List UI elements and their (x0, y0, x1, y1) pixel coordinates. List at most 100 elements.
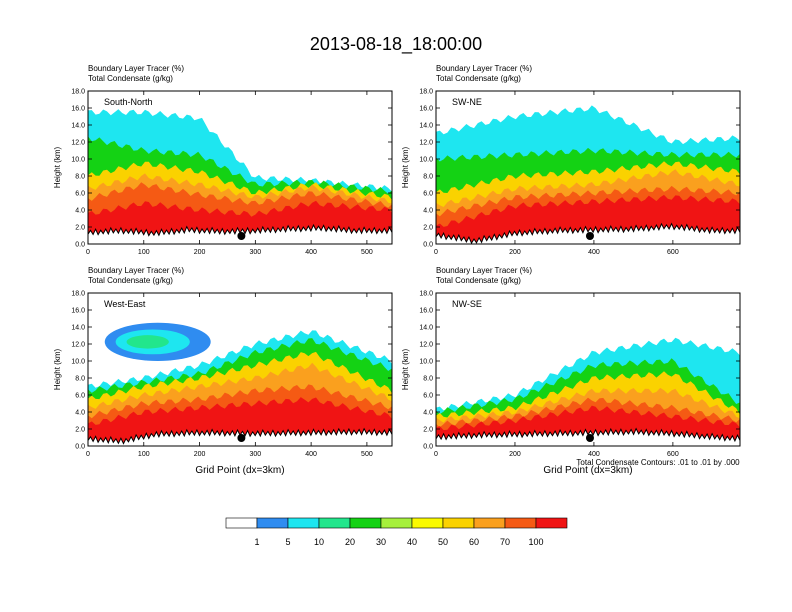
terrain-line (436, 222, 740, 244)
x-tick-label: 100 (138, 451, 150, 458)
colorbar-swatch (442, 517, 475, 529)
x-tick-label: 200 (194, 451, 206, 458)
y-tick-label: 12.0 (419, 140, 433, 147)
panel-sw-ne: 0.0 2.0 4.0 6.0 8.0 10.0 12.0 14.0 16.0 18.0 0 200 4… (401, 64, 741, 256)
panel-title-condensate: Total Condensate (g/kg) (88, 74, 173, 83)
y-tick-label: 2.0 (423, 225, 433, 232)
colorbar-swatch (225, 517, 258, 529)
x-tick-label: 300 (249, 249, 261, 256)
colorbar-swatch (504, 517, 537, 529)
colorbar-swatch (349, 517, 382, 529)
panel-label: South-North (104, 97, 153, 107)
y-tick-label: 0.0 (75, 242, 85, 249)
y-tick-label: 4.0 (75, 410, 85, 417)
y-tick-label: 10.0 (419, 157, 433, 164)
panel-title-tracer: Boundary Layer Tracer (%) (88, 64, 184, 73)
y-tick-label: 12.0 (419, 342, 433, 349)
panel-title-condensate: Total Condensate (g/kg) (436, 74, 521, 83)
y-tick-label: 6.0 (75, 393, 85, 400)
y-tick-label: 6.0 (423, 393, 433, 400)
x-tick-label: 200 (509, 249, 521, 256)
location-marker (585, 232, 594, 240)
colorbar-label: 30 (376, 537, 386, 547)
cloud-blob-inner (126, 335, 169, 349)
panel-label: SW-NE (452, 97, 482, 107)
y-tick-label: 16.0 (419, 308, 433, 315)
panel-title-tracer: Boundary Layer Tracer (%) (436, 266, 532, 275)
colorbar-label: 5 (285, 537, 290, 547)
plot-frame (435, 292, 741, 447)
x-tick-label: 500 (361, 451, 373, 458)
y-tick-label: 8.0 (423, 376, 433, 383)
colorbar: 1 5 10 20 30 40 50 60 70 100 (225, 517, 568, 547)
x-tick-label: 600 (667, 451, 679, 458)
y-axis-label: Height (km) (401, 348, 410, 390)
x-tick-label: 500 (361, 249, 373, 256)
colorbar-swatch (318, 517, 351, 529)
location-marker (237, 434, 246, 442)
y-tick-label: 8.0 (75, 174, 85, 181)
x-tick-label: 400 (305, 451, 317, 458)
y-tick-label: 8.0 (75, 376, 85, 383)
colorbar-label: 70 (500, 537, 510, 547)
colorbar-label: 10 (314, 537, 324, 547)
x-tick-label: 400 (588, 249, 600, 256)
colorbar-swatch (535, 517, 568, 529)
y-tick-label: 10.0 (71, 157, 85, 164)
y-tick-label: 18.0 (71, 89, 85, 96)
y-tick-label: 12.0 (71, 342, 85, 349)
y-tick-label: 14.0 (419, 123, 433, 130)
panel-west-east: 0.0 2.0 4.0 6.0 8.0 10.0 12.0 14.0 16.0 18.0 0 100 2… (53, 266, 393, 476)
y-axis-label: Height (km) (53, 146, 62, 188)
y-tick-label: 2.0 (423, 427, 433, 434)
y-tick-label: 16.0 (71, 308, 85, 315)
y-tick-label: 6.0 (423, 191, 433, 198)
y-tick-label: 6.0 (75, 191, 85, 198)
x-tick-label: 100 (138, 249, 150, 256)
x-axis-label: Grid Point (dx=3km) (543, 465, 632, 476)
colorbar-swatch (411, 517, 444, 529)
colorbar-label: 50 (438, 537, 448, 547)
colorbar-swatch (287, 517, 320, 529)
y-tick-label: 2.0 (75, 225, 85, 232)
panel-south-north: 0.0 2.0 4.0 6.0 8.0 10.0 12.0 14.0 16.0 18.0 0 100 2… (53, 64, 393, 256)
panel-label: West-East (104, 299, 146, 309)
panel-title-condensate: Total Condensate (g/kg) (88, 276, 173, 285)
y-tick-label: 4.0 (423, 410, 433, 417)
location-marker (585, 434, 594, 442)
panel-title-condensate: Total Condensate (g/kg) (436, 276, 521, 285)
x-tick-label: 300 (249, 451, 261, 458)
panel-nw-se: 0.0 2.0 4.0 6.0 8.0 10.0 12.0 14.0 16.0 18.0 0 200 4… (401, 266, 741, 476)
x-tick-label: 600 (667, 249, 679, 256)
y-tick-label: 0.0 (423, 242, 433, 249)
y-tick-label: 18.0 (419, 291, 433, 298)
colorbar-label: 20 (345, 537, 355, 547)
y-tick-label: 4.0 (423, 208, 433, 215)
y-tick-label: 8.0 (423, 174, 433, 181)
y-tick-label: 14.0 (71, 123, 85, 130)
y-tick-label: 16.0 (419, 106, 433, 113)
colorbar-label: 1 (254, 537, 259, 547)
y-tick-label: 10.0 (419, 359, 433, 366)
y-tick-label: 16.0 (71, 106, 85, 113)
y-tick-label: 2.0 (75, 427, 85, 434)
y-tick-label: 4.0 (75, 208, 85, 215)
y-tick-label: 14.0 (419, 325, 433, 332)
x-tick-label: 200 (509, 451, 521, 458)
contour-footnote: Total Condensate Contours: .01 to .01 by… (576, 458, 740, 467)
plot-frame (87, 90, 393, 245)
x-tick-label: 200 (194, 249, 206, 256)
colorbar-label: 60 (469, 537, 479, 547)
x-tick-label: 0 (434, 451, 438, 458)
plot-frame (87, 292, 393, 447)
y-tick-label: 10.0 (71, 359, 85, 366)
y-tick-label: 18.0 (71, 291, 85, 298)
y-axis-label: Height (km) (401, 146, 410, 188)
colorbar-label: 100 (528, 537, 543, 547)
x-tick-label: 0 (86, 451, 90, 458)
x-tick-label: 400 (588, 451, 600, 458)
colorbar-swatch (256, 517, 289, 529)
y-tick-label: 14.0 (71, 325, 85, 332)
panel-title-tracer: Boundary Layer Tracer (%) (436, 64, 532, 73)
plot-frame (435, 90, 741, 245)
